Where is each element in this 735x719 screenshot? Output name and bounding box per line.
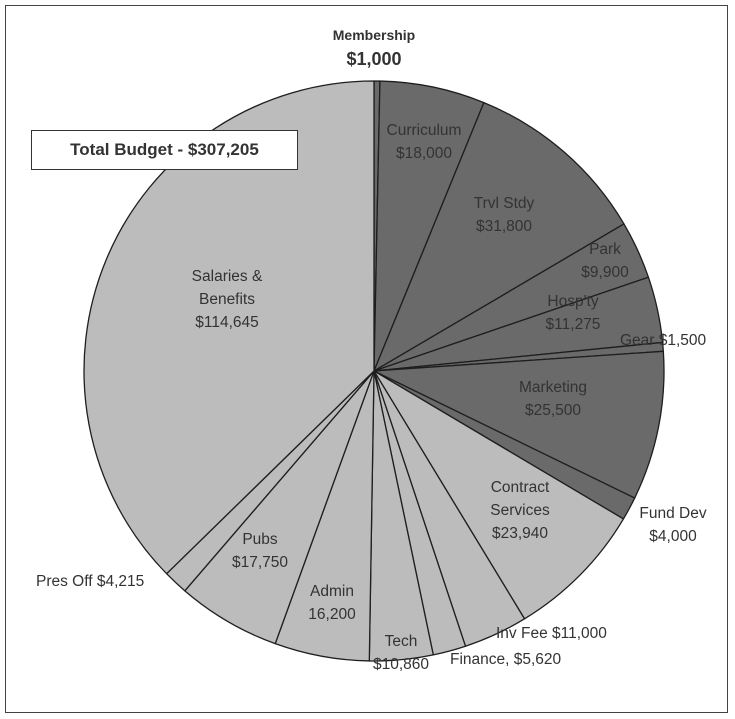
label-membership: Membership $1,000 [333, 27, 415, 69]
label-salaries-benefits: Salaries & Benefits $114,645 [192, 268, 263, 331]
label-pres-off: Pres Off $4,215 [36, 573, 144, 590]
label-trvl-stdy: Trvl Stdy $31,800 [474, 195, 535, 235]
total-budget-label: Total Budget - $307,205 [70, 140, 259, 159]
label-park: Park $9,900 [581, 241, 629, 281]
slice-contract-services [373, 370, 625, 620]
slice-salaries-benefits [83, 80, 375, 575]
pie-chart: Membership $1,000 Curriculum $18,000 Trvl St… [36, 27, 707, 673]
total-budget-box: Total Budget - $307,205 [31, 130, 298, 170]
label-tech: Tech $10,860 [373, 633, 429, 673]
label-admin: Admin 16,200 [308, 583, 356, 623]
pie-slices [83, 80, 665, 662]
label-contract-services: Contract Services $23,940 [490, 479, 550, 542]
slice-trvl-stdy [373, 101, 625, 372]
label-hosp-ty: Hosp'ty $11,275 [546, 293, 601, 333]
chart-frame: Membership $1,000 Curriculum $18,000 Trvl St… [5, 5, 728, 713]
label-inv-fee: Inv Fee $11,000 [496, 625, 607, 642]
label-finance: Finance, $5,620 [450, 651, 562, 668]
slice-marketing [373, 350, 665, 499]
slice-labels: Membership $1,000 Curriculum $18,000 Trvl St… [36, 27, 707, 673]
label-marketing: Marketing $25,500 [519, 379, 587, 419]
label-fund-dev: Fund Dev $4,000 [639, 505, 706, 545]
label-pubs: Pubs $17,750 [232, 531, 288, 571]
label-gear: Gear $1,500 [620, 332, 707, 349]
label-curriculum: Curriculum $18,000 [387, 122, 462, 162]
